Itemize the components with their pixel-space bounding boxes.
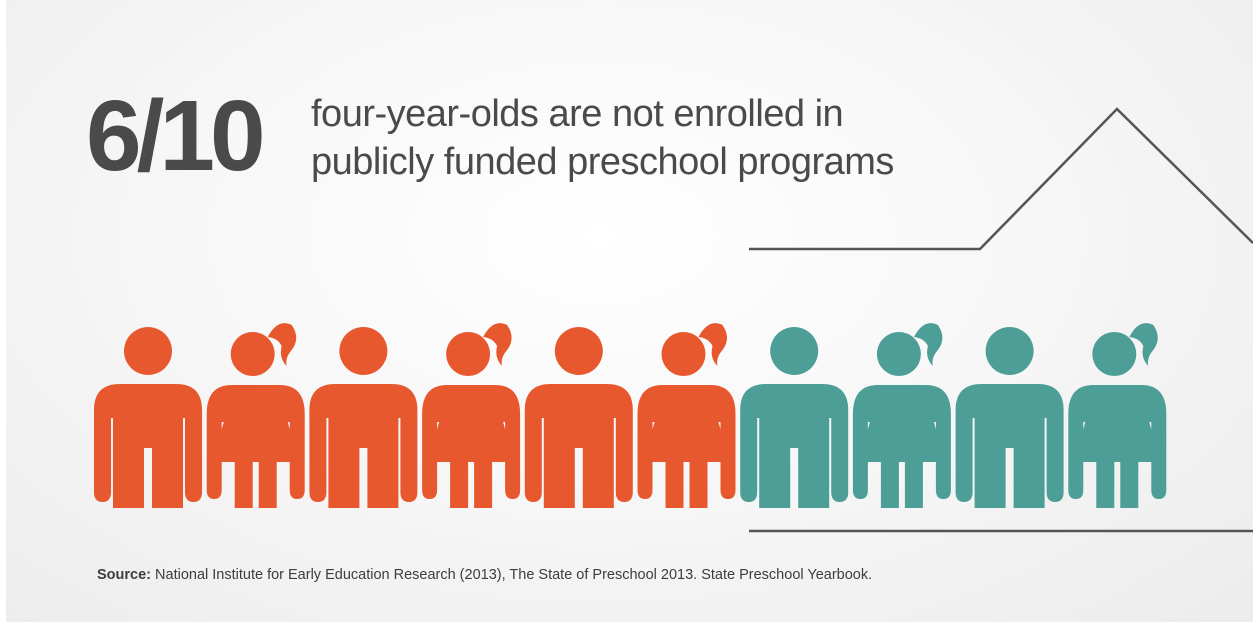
body <box>1068 385 1167 508</box>
head <box>1092 332 1137 376</box>
body <box>852 385 951 508</box>
source-label: Source: <box>97 567 151 583</box>
left-margin <box>0 0 6 622</box>
head <box>554 327 603 375</box>
body <box>309 384 418 508</box>
headline-line-1: four-year-olds are not enrolled in <box>311 93 844 135</box>
boy-figure-5 <box>524 327 633 508</box>
body <box>94 384 202 508</box>
body <box>637 385 736 508</box>
headline-line-2: publicly funded preschool programs <box>311 141 894 183</box>
head <box>985 327 1034 375</box>
ponytail <box>483 323 512 366</box>
body <box>955 384 1064 508</box>
body <box>422 385 521 508</box>
boy-figure-9 <box>955 327 1064 508</box>
head <box>124 327 172 375</box>
ponytail <box>913 323 943 366</box>
head <box>876 332 921 376</box>
head <box>770 327 819 375</box>
girl-figure-10 <box>1068 323 1167 508</box>
head <box>661 332 706 376</box>
head <box>339 327 388 375</box>
head <box>446 332 491 376</box>
body <box>740 384 849 508</box>
stat-figure: 6/10 <box>86 80 266 192</box>
girl-figure-2 <box>206 323 305 508</box>
girl-figure-8 <box>852 323 951 508</box>
head <box>230 332 275 376</box>
girl-figure-4 <box>422 323 521 508</box>
ponytail <box>698 323 727 366</box>
source-text: National Institute for Early Education R… <box>151 567 873 583</box>
body <box>524 384 633 508</box>
boy-figure-3 <box>309 327 418 508</box>
girl-figure-6 <box>637 323 736 508</box>
boy-figure-1 <box>94 327 202 508</box>
source-note: Source: National Institute for Early Edu… <box>97 565 872 585</box>
ponytail <box>1129 323 1158 366</box>
boy-figure-7 <box>740 327 849 508</box>
house-roof-line <box>749 107 1253 251</box>
ponytail <box>267 323 297 366</box>
body <box>206 385 305 508</box>
